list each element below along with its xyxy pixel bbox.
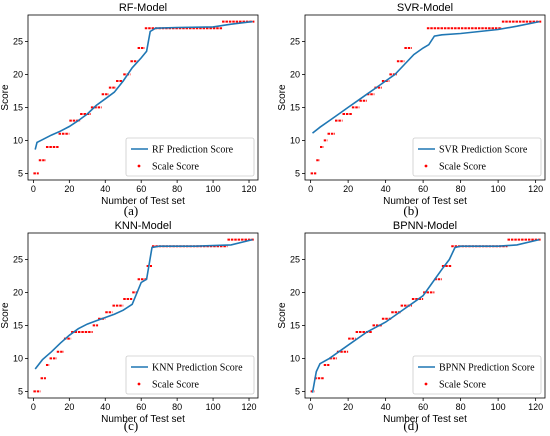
x-axis-label: Number of Test set	[101, 414, 185, 425]
x-tick-label: 60	[136, 402, 146, 412]
legend: SVR Prediction Score Scale Score	[412, 137, 542, 177]
y-tick-label: 10	[13, 135, 23, 145]
y-axis-label: Score	[0, 302, 11, 329]
legend-label: Scale Score	[439, 162, 486, 173]
y-tick-label: 25	[290, 36, 300, 46]
chart-title: KNN-Model	[115, 220, 172, 232]
panel-caption-d: (d)	[403, 418, 419, 433]
x-tick-label: 40	[381, 402, 391, 412]
y-axis-label: Score	[277, 84, 288, 111]
legend-label: Scale Score	[152, 162, 199, 173]
x-tick-label: 20	[343, 402, 353, 412]
chart-panel-3: BPNN-Model 0 20 40 60 80 100 120 5 10 15 20 25 Number…	[277, 220, 546, 425]
x-tick-label: 80	[456, 402, 466, 412]
legend-label: BPNN Prediction Score	[439, 363, 535, 374]
x-tick-label: 20	[343, 184, 353, 194]
chart-title: BPNN-Model	[393, 220, 457, 232]
y-tick-label: 5	[295, 386, 300, 396]
x-axis-label: Number of Test set	[101, 196, 185, 207]
y-tick-label: 10	[13, 353, 23, 363]
x-tick-label: 80	[456, 184, 466, 194]
legend-label: Scale Score	[439, 380, 486, 391]
legend-box	[125, 137, 255, 177]
y-tick-label: 5	[18, 168, 23, 178]
x-axis-label: Number of Test set	[383, 196, 467, 207]
x-tick-label: 80	[172, 184, 182, 194]
x-tick-label: 40	[100, 402, 110, 412]
x-tick-label: 0	[308, 184, 313, 194]
y-tick-label: 15	[290, 102, 300, 112]
panel-caption-a: (a)	[123, 203, 139, 218]
prediction-line	[312, 20, 540, 134]
chart-panel-1: SVR-Model 0 20 40 60 80 100 120 5 10 15 20 25 Number …	[277, 2, 546, 207]
y-tick-label: 20	[290, 287, 300, 297]
x-tick-label: 0	[308, 402, 313, 412]
legend: RF Prediction Score Scale Score	[125, 137, 255, 177]
plot-frame	[304, 14, 546, 181]
plot-frame	[304, 232, 546, 399]
plot-frame	[27, 14, 259, 181]
y-tick-label: 25	[290, 254, 300, 264]
y-tick-label: 20	[290, 69, 300, 79]
y-tick-label: 25	[13, 254, 23, 264]
x-tick-label: 40	[381, 184, 391, 194]
panel-caption-c: (c)	[123, 418, 139, 433]
prediction-line	[34, 238, 253, 370]
x-tick-label: 80	[172, 402, 182, 412]
legend-marker-swatch	[424, 164, 428, 168]
x-tick-label: 60	[418, 184, 428, 194]
legend-box	[125, 355, 255, 395]
x-tick-label: 0	[31, 402, 36, 412]
x-tick-label: 100	[206, 184, 221, 194]
legend-label: RF Prediction Score	[152, 145, 234, 156]
panel-caption-b: (b)	[403, 203, 419, 218]
chart-title: RF-Model	[119, 2, 167, 14]
x-tick-label: 20	[64, 184, 74, 194]
y-tick-label: 5	[18, 386, 23, 396]
x-tick-label: 120	[528, 184, 543, 194]
x-tick-label: 120	[528, 402, 543, 412]
y-tick-label: 15	[13, 102, 23, 112]
prediction-line	[311, 238, 540, 393]
legend-marker-swatch	[424, 382, 428, 386]
legend-marker-swatch	[137, 164, 141, 168]
y-tick-label: 20	[13, 69, 23, 79]
x-tick-label: 120	[242, 184, 257, 194]
legend-label: KNN Prediction Score	[152, 363, 243, 374]
legend-box	[412, 137, 542, 177]
legend-box	[412, 355, 542, 395]
y-axis-label: Score	[0, 84, 11, 111]
legend-label: Scale Score	[152, 380, 199, 391]
x-tick-label: 0	[31, 184, 36, 194]
y-tick-label: 25	[13, 36, 23, 46]
x-tick-label: 20	[64, 402, 74, 412]
x-tick-label: 60	[418, 402, 428, 412]
y-tick-label: 10	[290, 135, 300, 145]
legend: BPNN Prediction Score Scale Score	[412, 355, 542, 395]
x-tick-label: 100	[206, 402, 221, 412]
x-tick-label: 60	[136, 184, 146, 194]
x-tick-label: 100	[491, 184, 506, 194]
y-tick-label: 20	[13, 287, 23, 297]
y-axis-label: Score	[277, 302, 288, 329]
x-tick-label: 100	[491, 402, 506, 412]
y-tick-label: 5	[295, 168, 300, 178]
y-tick-label: 15	[13, 320, 23, 330]
plot-frame	[27, 232, 259, 399]
prediction-line	[34, 20, 253, 150]
x-tick-label: 40	[100, 184, 110, 194]
y-tick-label: 15	[290, 320, 300, 330]
x-tick-label: 120	[242, 402, 257, 412]
chart-panel-2: KNN-Model 0 20 40 60 80 100 120 5 10 15 20 25 Number …	[0, 220, 259, 425]
y-tick-label: 10	[290, 353, 300, 363]
chart-panel-0: RF-Model 0 20 40 60 80 100 120 5 10 15 20 25 Number o…	[0, 2, 259, 207]
legend: KNN Prediction Score Scale Score	[125, 355, 255, 395]
legend-label: SVR Prediction Score	[439, 145, 528, 156]
chart-title: SVR-Model	[397, 2, 453, 14]
legend-marker-swatch	[137, 382, 141, 386]
x-axis-label: Number of Test set	[383, 414, 467, 425]
